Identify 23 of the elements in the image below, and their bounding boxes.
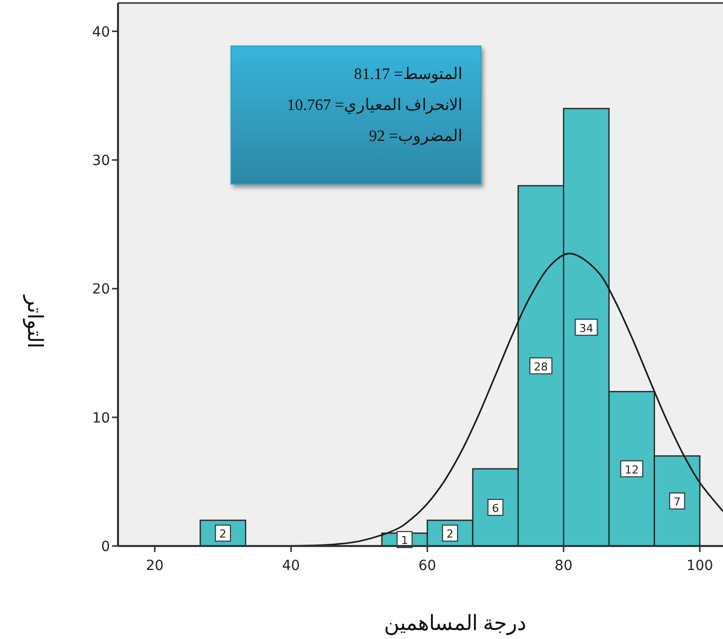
data-label: 1 — [401, 534, 408, 548]
x-tick-label: 80 — [554, 558, 572, 574]
data-label: 12 — [624, 463, 639, 476]
annotation: المضروب= 92 — [368, 128, 462, 145]
y-axis-title: التواتر — [22, 294, 47, 348]
x-axis-title: درجة المساهمين — [384, 611, 526, 636]
data-label: 34 — [579, 322, 594, 335]
x-tick-label: 20 — [146, 558, 164, 574]
x-tick-label: 40 — [282, 558, 300, 574]
data-label: 6 — [492, 502, 499, 515]
y-tick-label: 20 — [92, 282, 110, 298]
y-tick-label: 10 — [92, 410, 110, 426]
data-label: 7 — [674, 495, 681, 508]
data-label: 28 — [534, 360, 548, 374]
y-tick-label: 0 — [101, 539, 110, 555]
annotation: الانحراف المعياري= 10.767 — [286, 97, 462, 114]
y-tick-label: 40 — [92, 24, 110, 40]
x-tick-label: 60 — [418, 558, 436, 574]
data-label: 2 — [446, 528, 454, 541]
y-tick-label: 30 — [92, 152, 110, 169]
annotation: المتوسط= 81.17 — [354, 66, 462, 83]
x-tick-label: 100 — [686, 558, 714, 574]
data-label: 2 — [219, 528, 226, 541]
